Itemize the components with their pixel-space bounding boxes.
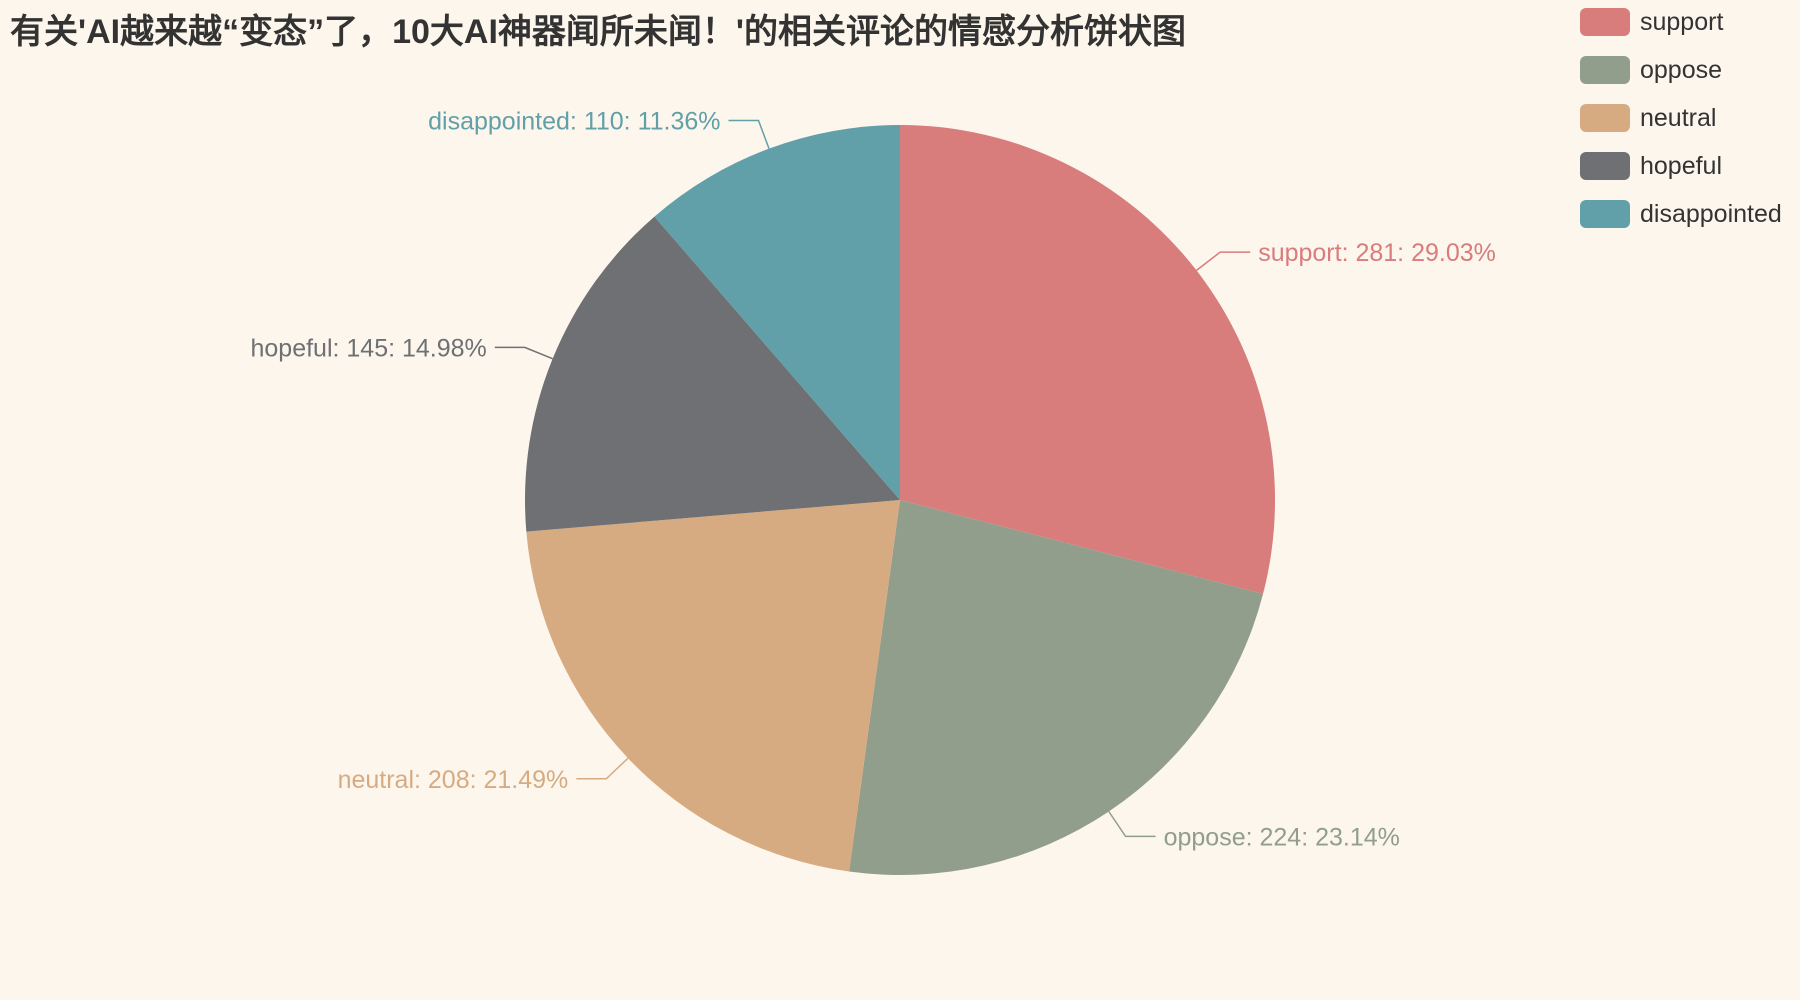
legend-swatch-hopeful — [1580, 152, 1630, 180]
pie-slice-oppose[interactable] — [849, 500, 1264, 875]
legend-label-neutral: neutral — [1640, 103, 1717, 132]
legend-label-disappointed: disappointed — [1640, 199, 1782, 228]
pie-slice-hopeful[interactable] — [524, 216, 900, 532]
pie-slice-neutral[interactable] — [526, 500, 900, 872]
legend-swatch-disappointed — [1580, 200, 1630, 228]
slice-label-support: support: 281: 29.03% — [1258, 239, 1496, 267]
legend-item-oppose[interactable]: oppose — [1580, 56, 1795, 84]
slice-label-disappointed: disappointed: 110: 11.36% — [428, 108, 720, 136]
leader-line-oppose — [1108, 811, 1156, 838]
legend-swatch-support — [1580, 8, 1630, 36]
legend-label-support: support — [1640, 7, 1724, 36]
legend-swatch-oppose — [1580, 56, 1630, 84]
legend-item-disappointed[interactable]: disappointed — [1580, 200, 1795, 228]
chart-title: 有关'AI越来越“变态”了，10大AI神器闻所未闻！'的相关评论的情感分析饼状图 — [10, 13, 1186, 51]
pie-slice-support[interactable] — [900, 125, 1276, 594]
leader-line-disappointed — [728, 119, 770, 149]
pie-slice-disappointed[interactable] — [654, 125, 900, 500]
legend-item-support[interactable]: support — [1580, 8, 1795, 36]
leader-line-support — [1196, 251, 1251, 271]
legend-swatch-neutral — [1580, 104, 1630, 132]
leader-line-hopeful — [494, 346, 553, 360]
slice-label-hopeful: hopeful: 145: 14.98% — [250, 334, 486, 362]
legend-item-hopeful[interactable]: hopeful — [1580, 152, 1795, 180]
leader-line-neutral — [576, 757, 629, 780]
slice-label-neutral: neutral: 208: 21.49% — [338, 766, 569, 794]
legend-label-hopeful: hopeful — [1640, 151, 1723, 180]
legend-item-neutral[interactable]: neutral — [1580, 104, 1795, 132]
slice-label-oppose: oppose: 224: 23.14% — [1164, 823, 1400, 851]
legend: support oppose neutral hopeful disappointed — [1580, 8, 1795, 248]
legend-label-oppose: oppose — [1640, 55, 1723, 84]
